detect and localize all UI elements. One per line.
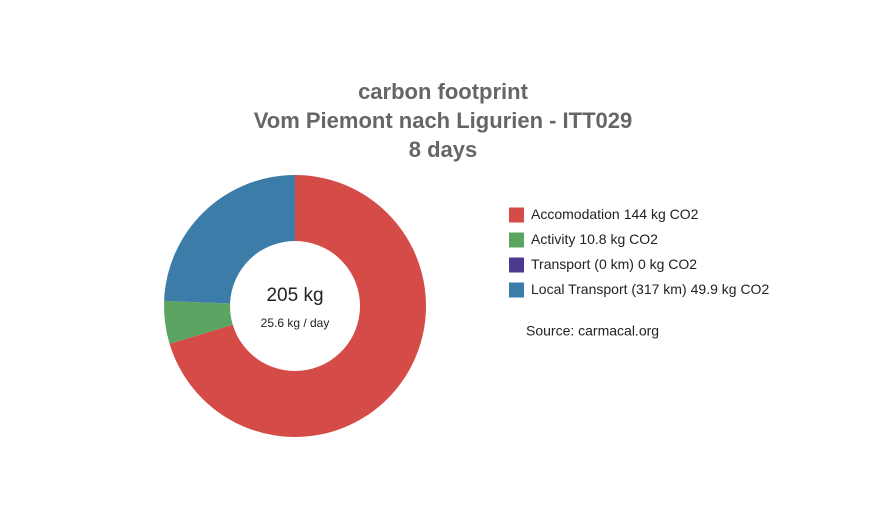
chart-title: carbon footprint bbox=[358, 79, 529, 104]
legend-label: Activity 10.8 kg CO2 bbox=[531, 231, 658, 247]
legend-category: Accomodation bbox=[531, 206, 620, 222]
legend-value: 0 kg CO2 bbox=[638, 256, 697, 272]
donut-slice bbox=[164, 175, 295, 304]
donut-slice bbox=[163, 300, 233, 344]
source: Source: carmacal.org bbox=[526, 323, 659, 339]
legend-swatch bbox=[509, 232, 524, 248]
legend-value: 10.8 kg CO2 bbox=[579, 231, 658, 247]
legend-value: 144 kg CO2 bbox=[624, 206, 699, 222]
legend-swatch bbox=[509, 207, 524, 223]
legend-swatch bbox=[509, 257, 524, 273]
legend-label: Local Transport (317 km) 49.9 kg CO2 bbox=[531, 281, 769, 297]
legend-swatch bbox=[509, 282, 524, 298]
legend-label: Transport (0 km) 0 kg CO2 bbox=[531, 256, 697, 272]
legend-value: 49.9 kg CO2 bbox=[691, 281, 770, 297]
center-sublabel: 25.6 kg / day bbox=[261, 316, 330, 330]
legend-label: Accomodation 144 kg CO2 bbox=[531, 206, 699, 222]
legend-category: Local Transport (317 km) bbox=[531, 281, 687, 297]
legend-category: Transport (0 km) bbox=[531, 256, 634, 272]
donut-slice bbox=[169, 175, 427, 437]
legend-category: Activity bbox=[531, 231, 575, 247]
chart-title: 8 days bbox=[409, 137, 478, 162]
chart-title: Vom Piemont nach Ligurien - ITT029 bbox=[254, 108, 633, 133]
center-label: 205 kg bbox=[266, 285, 323, 306]
